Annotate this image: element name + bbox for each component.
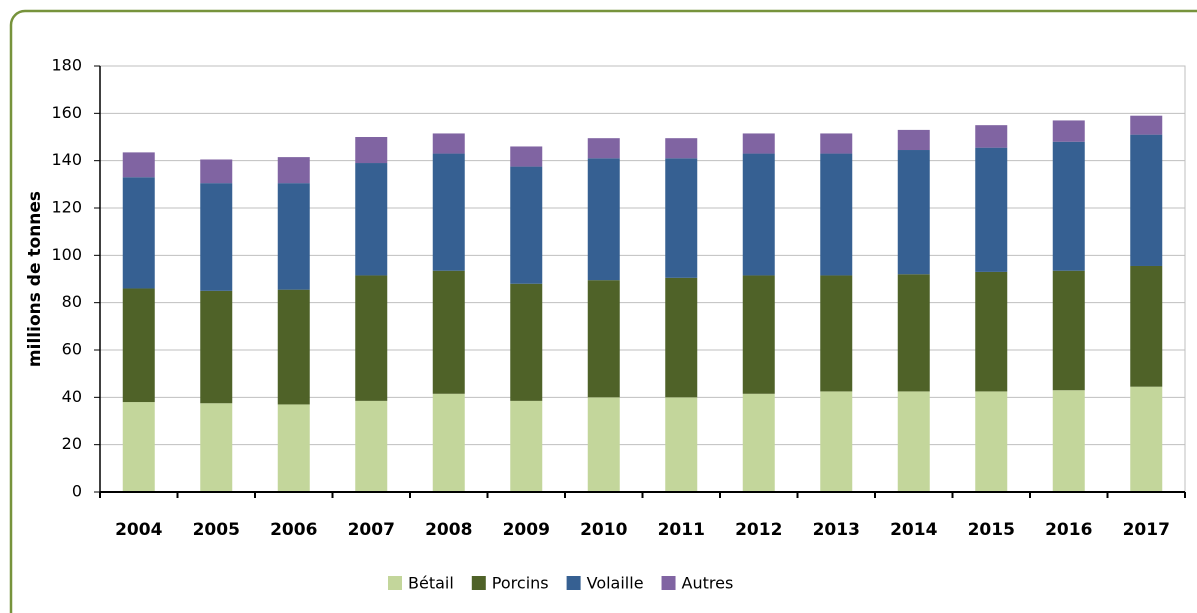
bar-segment <box>200 159 233 184</box>
bar-segment <box>742 275 775 394</box>
x-tick-label: 2005 <box>193 520 240 540</box>
bar-segment <box>1130 115 1163 135</box>
bar-segment <box>200 183 233 291</box>
bar-segment <box>975 391 1008 492</box>
y-tick-label: 100 <box>51 245 82 264</box>
bar-segment <box>665 397 698 492</box>
bar-segment <box>820 391 853 492</box>
bar-segment <box>355 275 388 401</box>
bar-segment <box>122 288 155 403</box>
x-tick-label: 2013 <box>813 520 860 540</box>
y-tick-label: 140 <box>51 150 82 169</box>
bar-segment <box>742 153 775 276</box>
bar-segment <box>122 177 155 289</box>
bar-segment <box>355 163 388 276</box>
x-tick-label: 2008 <box>425 520 472 540</box>
bar-segment <box>432 393 465 492</box>
bar-segment <box>975 125 1008 148</box>
x-tick-label: 2017 <box>1123 520 1170 540</box>
y-axis-label: millions de tonnes <box>25 191 45 367</box>
x-tick-label: 2015 <box>968 520 1015 540</box>
bar-segment <box>820 275 853 392</box>
bar-segment <box>820 133 853 154</box>
bar-segment <box>1130 265 1163 387</box>
legend-swatch <box>661 576 676 590</box>
x-tick-label: 2011 <box>658 520 705 540</box>
bar-segment <box>510 283 543 401</box>
y-tick-label: 120 <box>51 198 82 217</box>
legend-label: Bétail <box>408 574 454 593</box>
bar-segment <box>1130 386 1163 492</box>
y-tick-label: 20 <box>62 434 82 453</box>
bar-segment <box>897 274 930 392</box>
legend-swatch <box>471 576 486 590</box>
bar-segment <box>510 166 543 284</box>
x-tick-label: 2009 <box>503 520 550 540</box>
bar-segment <box>277 289 310 405</box>
x-tick-label: 2014 <box>890 520 937 540</box>
bar-segment <box>432 270 465 394</box>
y-tick-label: 0 <box>72 482 82 501</box>
bar-segment <box>355 137 388 164</box>
bar-segment <box>1052 390 1085 492</box>
bar-segment <box>1052 120 1085 142</box>
bar-segment <box>432 153 465 271</box>
legend-swatch <box>388 576 402 590</box>
bar-segment <box>1052 270 1085 391</box>
bar-segment <box>975 271 1008 392</box>
bar-segment <box>510 146 543 167</box>
x-tick-label: 2016 <box>1045 520 1092 540</box>
legend-label: Porcins <box>492 574 549 593</box>
x-tick-label: 2010 <box>580 520 627 540</box>
y-tick-label: 160 <box>51 103 82 122</box>
bar-segment <box>897 129 930 151</box>
bar-segment <box>665 277 698 398</box>
y-tick-label: 180 <box>51 56 82 75</box>
bar-segment <box>1130 134 1163 266</box>
bar-segment <box>897 391 930 492</box>
y-tick-label: 40 <box>62 387 82 406</box>
x-tick-label: 2006 <box>270 520 317 540</box>
x-tick-label: 2007 <box>348 520 395 540</box>
bar-segment <box>820 153 853 276</box>
bar-segment <box>1052 141 1085 271</box>
bar-segment <box>742 393 775 492</box>
bar-segment <box>355 400 388 492</box>
legend-label: Volaille <box>587 574 644 593</box>
bar-segment <box>975 147 1008 272</box>
legend-swatch <box>566 576 581 590</box>
bar-segment <box>277 183 310 290</box>
bar-segment <box>277 157 310 184</box>
bar-segment <box>587 158 620 281</box>
bar-segment <box>510 400 543 492</box>
bar-segment <box>742 133 775 154</box>
bar-segment <box>587 397 620 492</box>
bar-segment <box>200 290 233 404</box>
legend-label: Autres <box>682 574 734 593</box>
bar-segment <box>587 280 620 398</box>
x-tick-label: 2004 <box>115 520 162 540</box>
bar-segment <box>432 133 465 154</box>
bar-segment <box>122 402 155 492</box>
bar-segment <box>897 150 930 275</box>
bar-segment <box>200 403 233 492</box>
bar-segment <box>277 404 310 492</box>
y-tick-label: 80 <box>62 292 82 311</box>
bar-segment <box>665 158 698 278</box>
bar-segment <box>122 152 155 178</box>
y-tick-label: 60 <box>62 340 82 359</box>
x-tick-label: 2012 <box>735 520 782 540</box>
bar-segment <box>587 138 620 159</box>
bar-segment <box>665 138 698 159</box>
